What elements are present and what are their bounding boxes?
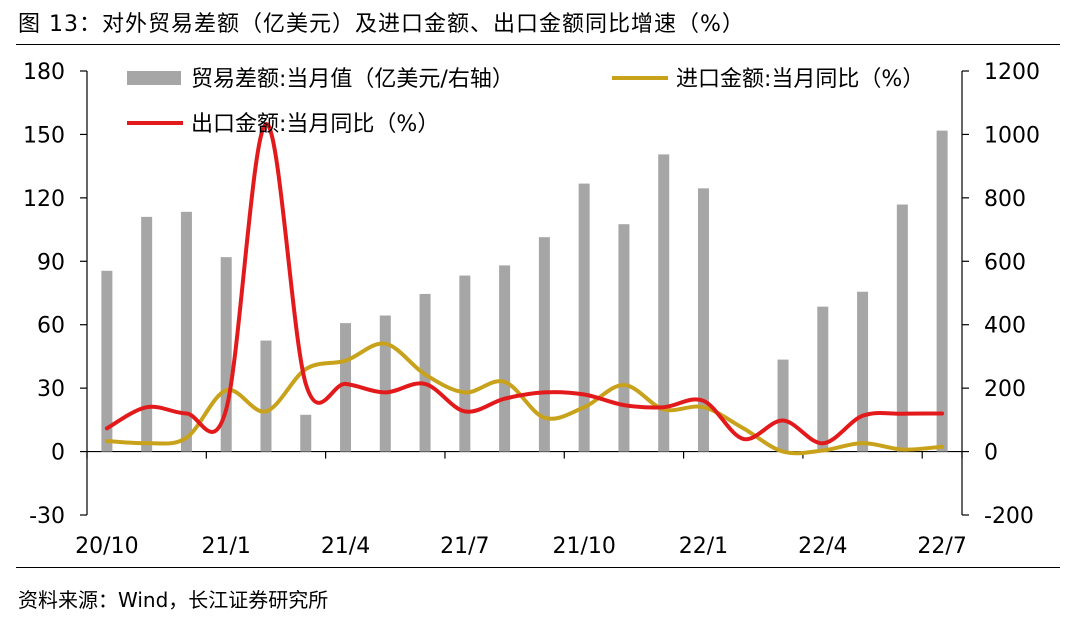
figure-title: 图 13：对外贸易差额（亿美元）及进口金额、出口金额同比增速（%）	[18, 12, 745, 37]
left-tick-label: 150	[23, 123, 65, 148]
trade-balance-bar	[857, 291, 869, 452]
chart-legend: 贸易差额:当月值（亿美元/右轴） 进口金额:当月同比（%） 出口金额:当月同比（%）	[127, 67, 924, 137]
x-tick-label: 21/4	[321, 534, 370, 559]
x-tick-label: 21/7	[440, 534, 489, 559]
import-yoy-line	[104, 341, 945, 456]
trade-balance-bar	[220, 257, 232, 452]
title-rule	[16, 44, 1060, 45]
right-tick-label: 200	[984, 377, 1026, 402]
x-tick-label: 22/7	[917, 534, 966, 559]
trade-balance-bar	[936, 130, 948, 452]
line-series	[104, 122, 945, 456]
trade-balance-bar	[260, 340, 272, 452]
x-tick-label: 22/4	[798, 534, 847, 559]
right-tick-label: 1200	[984, 60, 1040, 85]
left-tick-label: -30	[29, 504, 65, 529]
left-tick-label: 90	[37, 250, 65, 275]
trade-balance-bar	[300, 414, 312, 452]
trade-balance-bar	[101, 270, 113, 452]
left-tick-label: 30	[37, 377, 65, 402]
trade-balance-bar	[538, 237, 550, 452]
trade-balance-bar	[896, 204, 908, 452]
chart-axes: -30 0 30 60 90 120 150 180 -200 0 200 400 600 800 1000…	[23, 60, 1040, 559]
right-tick-label: 600	[984, 250, 1026, 275]
trade-balance-bar	[141, 216, 153, 452]
right-tick-label: 1000	[984, 123, 1040, 148]
trade-balance-bar	[459, 275, 471, 452]
left-tick-label: 60	[37, 314, 65, 339]
right-tick-label: 0	[984, 441, 998, 466]
trade-balance-bar	[618, 224, 630, 452]
right-tick-label: 800	[984, 187, 1026, 212]
left-tick-label: 180	[23, 60, 65, 85]
bottom-rule	[16, 567, 1060, 568]
trade-balance-bar	[697, 188, 709, 452]
source-note: 资料来源：Wind，长江证券研究所	[18, 588, 329, 612]
right-tick-label: 400	[984, 314, 1026, 339]
trade-balance-bar	[379, 315, 391, 452]
x-tick-label: 21/1	[202, 534, 251, 559]
legend-bar-swatch	[127, 71, 181, 85]
left-tick-label: 120	[23, 187, 65, 212]
legend-export-label: 出口金额:当月同比（%）	[191, 112, 439, 137]
legend-bar-label: 贸易差额:当月值（亿美元/右轴）	[191, 67, 514, 92]
bar-series	[101, 130, 948, 452]
x-tick-label: 20/10	[75, 534, 138, 559]
trade-balance-bar	[340, 323, 352, 452]
trade-balance-bar	[817, 306, 829, 452]
right-tick-label: -200	[984, 504, 1034, 529]
trade-balance-bar	[777, 359, 789, 452]
x-tick-label: 21/10	[552, 534, 615, 559]
x-tick-label: 22/1	[679, 534, 728, 559]
trade-balance-bar	[658, 154, 670, 452]
trade-balance-bar	[499, 265, 511, 452]
trade-balance-bar	[578, 183, 590, 452]
left-tick-label: 0	[51, 441, 65, 466]
export-yoy-line	[104, 122, 945, 446]
trade-balance-bar	[180, 211, 192, 452]
trade-chart: -30 0 30 60 90 120 150 180 -200 0 200 400 600 800 1000…	[23, 60, 1040, 559]
legend-import-label: 进口金额:当月同比（%）	[676, 67, 924, 92]
